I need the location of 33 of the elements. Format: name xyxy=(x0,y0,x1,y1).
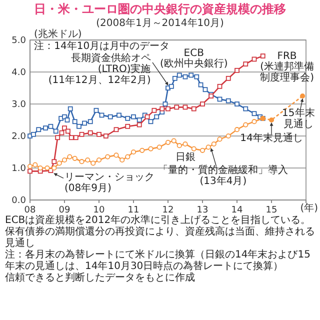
x-tick-label: 14 xyxy=(231,205,243,216)
annotation: 「量的・質的金融緩和」導入 (13年4月) xyxy=(158,164,288,187)
annotation: リーマン・ショック (08年9月) xyxy=(64,172,154,194)
text: 注：各月末の為替レートにて米ドルに換算（日銀の14年末および15年末の見通しは、14年10月30日時点の為替レートにて換算） xyxy=(5,248,310,272)
y-tick-label: 3.0 xyxy=(12,100,26,110)
chart-title: 日・米・ユーロ圏の中央銀行の資産規模の推移 xyxy=(34,2,286,16)
annotation: 15年末見通し xyxy=(282,107,315,130)
chart-subtitle: (2008年1月～2014年10月) xyxy=(96,17,224,29)
text: 信頼できると判断したデータをもとに作成 xyxy=(5,272,195,284)
annotation: (欧州中央銀行) xyxy=(160,58,228,70)
annotation: 14年末見通し xyxy=(240,132,303,144)
x-tick-label: 10 xyxy=(93,205,105,216)
annotation: (米連邦準備制度理事会) xyxy=(260,60,314,84)
series-label: ECB xyxy=(184,48,204,59)
y-axis-title: (兆米ドル) xyxy=(34,28,82,40)
text: 保有債券の満期償還分の再投資により、資産残高は当面、維持される見通し xyxy=(5,226,315,249)
y-tick-label: 4.0 xyxy=(12,68,26,78)
annotation: 長期資金供給オペ (LTRO)実施 (11年12月、12年2月) xyxy=(48,52,151,86)
y-tick-label: 2.0 xyxy=(12,132,26,142)
y-tick-label: 1.0 xyxy=(12,164,26,174)
series-label: 日銀 xyxy=(175,152,196,163)
y-tick-label: 5.0 xyxy=(12,36,26,46)
x-tick-label: 08 xyxy=(24,205,36,216)
series-label: FRB xyxy=(277,51,297,62)
text: ECBは資産規模を2012年の水準に引き上げることを目指している。 xyxy=(5,214,311,226)
x-tick-label: 09 xyxy=(58,205,70,216)
x-axis-title: (年) xyxy=(300,202,318,214)
y-tick-label: 0.0 xyxy=(12,196,26,206)
x-tick-label: 15 xyxy=(266,205,278,216)
annotation: 注：14年10月は月中のデータ xyxy=(34,40,170,52)
x-tick-label: 11 xyxy=(128,205,140,216)
x-tick-label: 12 xyxy=(162,205,174,216)
x-tick-label: 13 xyxy=(196,205,208,216)
